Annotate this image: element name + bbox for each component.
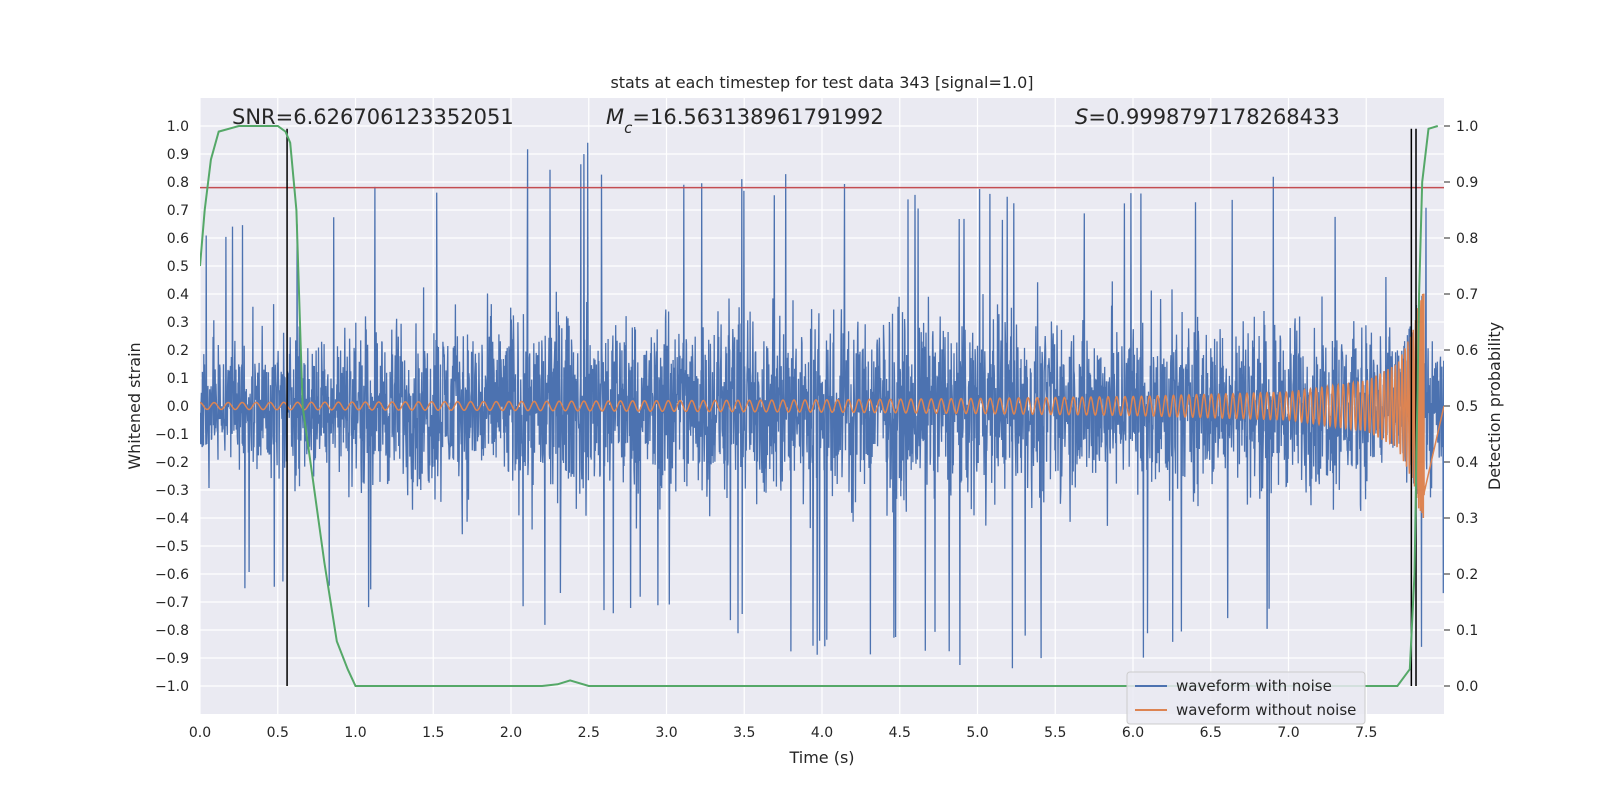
series-waveform-without-noise [200, 293, 1444, 519]
x-tick-label: 5.0 [966, 725, 988, 741]
x-tick-label: 0.5 [267, 725, 289, 741]
y-right-tick-label: 0.5 [1456, 399, 1478, 415]
series-waveform-with-noise [200, 142, 1444, 669]
y-tick-label: 0.7 [167, 203, 189, 219]
legend-label-without-noise: waveform without noise [1176, 701, 1356, 719]
x-tick-label: 0.0 [189, 725, 211, 741]
s-symbol: S [1075, 105, 1088, 129]
y-tick-label: −0.7 [155, 595, 189, 611]
y-tick-label: −0.1 [155, 427, 189, 443]
y-axis-label: Whitened strain [125, 342, 144, 469]
y-right-tick-label: 0.3 [1456, 511, 1478, 527]
chirp-mass-annotation: Mc=16.563138961791992 [606, 105, 884, 137]
y-right-tick-label: 0.4 [1456, 455, 1478, 471]
legend: waveform with noise waveform without noi… [1126, 671, 1366, 725]
legend-label-with-noise: waveform with noise [1176, 677, 1332, 695]
y-right-tick-label: 0.1 [1456, 623, 1478, 639]
y-right-tick-label: 0.7 [1456, 287, 1478, 303]
x-axis-ticks: 0.0 0.5 1.0 1.5 2.0 2.5 3.0 3.5 4.0 4.5 5.0 5.5 6.0 6… [189, 725, 1378, 741]
y-right-tick-label: 0.0 [1456, 679, 1478, 695]
x-tick-label: 6.5 [1200, 725, 1222, 741]
x-tick-label: 5.5 [1044, 725, 1066, 741]
y-right-tick-label: 0.9 [1456, 175, 1478, 191]
y-right-axis-ticks: 1.0 0.9 0.8 0.7 0.6 0.5 0.4 0.3 0.2 0.1 0.0 [1444, 119, 1478, 695]
y-axis-ticks: 1.0 0.9 0.8 0.7 0.6 0.5 0.4 0.3 0.2 0.1 0.0 −0.1 −0.… [155, 119, 189, 695]
vertical-markers [286, 128, 1417, 686]
x-tick-label: 1.0 [344, 725, 366, 741]
y-tick-label: 0.6 [167, 231, 189, 247]
y-tick-label: −0.2 [155, 455, 189, 471]
score-annotation: S=0.9998797178268433 [1075, 105, 1340, 129]
y-tick-label: 0.0 [167, 399, 189, 415]
mc-symbol: M [606, 105, 624, 129]
x-tick-label: 6.0 [1122, 725, 1144, 741]
y-tick-label: 1.0 [167, 119, 189, 135]
x-tick-label: 3.0 [655, 725, 677, 741]
y-right-tick-label: 0.2 [1456, 567, 1478, 583]
y-right-tick-label: 0.8 [1456, 231, 1478, 247]
x-tick-label: 7.5 [1355, 725, 1377, 741]
y-right-tick-label: 0.6 [1456, 343, 1478, 359]
y-tick-label: −0.5 [155, 539, 189, 555]
x-tick-label: 4.0 [811, 725, 833, 741]
series-detection-probability [200, 125, 1439, 687]
x-tick-label: 7.0 [1277, 725, 1299, 741]
x-tick-label: 1.5 [422, 725, 444, 741]
y-right-tick-label: 1.0 [1456, 119, 1478, 135]
y-tick-label: −0.6 [155, 567, 189, 583]
y-tick-label: −0.9 [155, 651, 189, 667]
y-tick-label: 0.2 [167, 343, 189, 359]
x-tick-label: 2.0 [500, 725, 522, 741]
x-tick-label: 4.5 [889, 725, 911, 741]
y-tick-label: 0.8 [167, 175, 189, 191]
x-axis-label: Time (s) [788, 748, 854, 767]
chart-title: stats at each timestep for test data 343… [610, 73, 1033, 92]
y-tick-label: 0.5 [167, 259, 189, 275]
mc-subscript: c [624, 119, 633, 137]
y-tick-label: 0.3 [167, 315, 189, 331]
y-right-axis-label: Detection probability [1485, 322, 1504, 490]
legend-box [1126, 671, 1366, 725]
y-tick-label: −0.8 [155, 623, 189, 639]
mc-value: =16.563138961791992 [632, 105, 883, 129]
y-tick-label: −1.0 [155, 679, 189, 695]
x-tick-label: 3.5 [733, 725, 755, 741]
y-tick-label: −0.3 [155, 483, 189, 499]
snr-annotation: SNR=6.626706123352051 [232, 105, 514, 129]
y-tick-label: 0.1 [167, 371, 189, 387]
x-tick-label: 2.5 [578, 725, 600, 741]
y-tick-label: 0.9 [167, 147, 189, 163]
y-tick-label: 0.4 [167, 287, 189, 303]
y-tick-label: −0.4 [155, 511, 189, 527]
s-value: =0.9998797178268433 [1088, 105, 1339, 129]
